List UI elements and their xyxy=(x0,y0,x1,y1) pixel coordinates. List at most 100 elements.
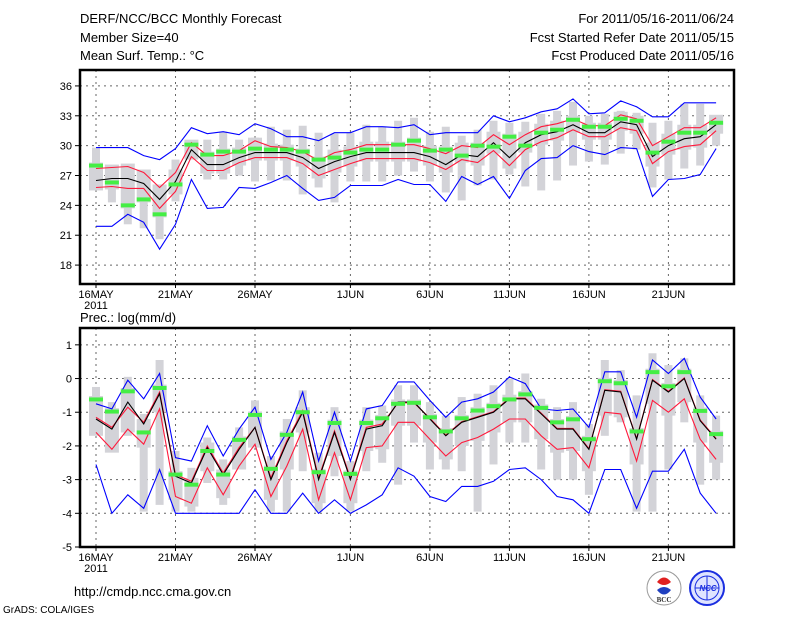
spread-box xyxy=(550,418,565,453)
observed-mark xyxy=(343,150,358,155)
observed-mark xyxy=(422,415,437,420)
x-tick-label: 26MAY xyxy=(237,289,273,301)
y-tick-label: 33 xyxy=(60,111,72,123)
observed-mark xyxy=(136,197,151,202)
ncc-logo-text: NCC xyxy=(699,584,717,593)
observed-mark xyxy=(438,147,453,152)
y-tick-label: -4 xyxy=(62,508,72,520)
observed-mark xyxy=(104,180,119,185)
spread-box xyxy=(89,396,103,436)
observed-mark xyxy=(534,405,549,410)
observed-mark xyxy=(279,147,294,152)
footer-url[interactable]: http://cmdp.ncc.cma.gov.cn xyxy=(74,584,231,599)
x-tick-label: 21JUN xyxy=(652,552,686,564)
observed-mark xyxy=(216,149,231,154)
observed-mark xyxy=(232,437,247,442)
spread-box xyxy=(438,146,453,173)
spread-box xyxy=(693,407,708,443)
spread-box xyxy=(89,162,103,191)
observed-mark xyxy=(216,472,231,477)
series-line-lower xyxy=(95,397,717,504)
observed-mark xyxy=(470,408,485,413)
observed-mark xyxy=(502,134,517,139)
spread-box xyxy=(613,379,628,418)
observed-mark xyxy=(693,130,708,135)
x-tick-label: 1JUN xyxy=(337,552,365,564)
observed-mark xyxy=(550,420,565,425)
spread-box xyxy=(661,382,676,416)
observed-mark xyxy=(359,421,374,426)
figure-title: DERF/NCC/BCC Monthly Forecast xyxy=(80,11,282,26)
spread-bar xyxy=(457,135,466,201)
produced-date: Fcst Produced Date 2011/05/16 xyxy=(551,48,734,63)
x-tick-label: 16JUN xyxy=(572,289,606,301)
panel-1-title: Mean Surf. Temp.: °C xyxy=(80,48,204,63)
observed-mark xyxy=(661,384,676,389)
observed-mark xyxy=(104,409,119,414)
spread-box xyxy=(120,163,135,209)
series-line-mean xyxy=(95,377,717,484)
observed-mark xyxy=(375,416,390,421)
observed-mark xyxy=(629,118,644,123)
spread-box xyxy=(152,184,167,218)
bcc-logo: BCC xyxy=(646,570,682,606)
series-line-lower xyxy=(95,127,717,210)
observed-mark xyxy=(375,147,390,152)
x-tick-label: 11JUN xyxy=(493,552,526,564)
observed-mark xyxy=(295,410,310,415)
observed-mark xyxy=(581,124,596,129)
observed-mark xyxy=(407,138,421,143)
observed-mark xyxy=(168,182,183,187)
series-line-min xyxy=(95,448,717,515)
observed-mark xyxy=(502,397,517,402)
spread-box xyxy=(534,404,549,440)
series-line-mean xyxy=(95,121,717,201)
observed-mark xyxy=(327,421,342,426)
series-line-max xyxy=(96,98,717,161)
x-tick-label: 6JUN xyxy=(416,289,444,301)
observed-mark xyxy=(200,152,215,157)
observed-mark xyxy=(407,400,421,405)
observed-mark xyxy=(550,127,565,132)
observed-mark xyxy=(184,482,199,487)
spread-box xyxy=(677,368,692,403)
x-tick-label: 1JUN xyxy=(337,289,365,301)
bcc-logo-text: BCC xyxy=(657,596,672,604)
spread-bar xyxy=(664,365,673,470)
y-tick-label: 36 xyxy=(60,81,72,93)
observed-mark xyxy=(486,404,501,409)
observed-mark xyxy=(534,130,549,135)
observed-mark xyxy=(597,124,612,129)
spread-bar xyxy=(569,101,577,166)
observed-mark xyxy=(152,385,167,390)
spread-box xyxy=(502,133,517,169)
observed-mark xyxy=(311,470,326,475)
plot-frame xyxy=(78,326,736,549)
spread-bar xyxy=(521,121,530,187)
observed-mark xyxy=(629,429,644,434)
spread-bar xyxy=(616,110,625,154)
y-tick-label: -2 xyxy=(62,441,72,453)
plot-frame xyxy=(78,68,736,286)
series-line-upper xyxy=(95,114,717,189)
y-tick-label: -5 xyxy=(62,542,72,554)
observed-mark xyxy=(295,149,310,154)
y-tick-label: 21 xyxy=(60,230,72,242)
forecast-period: For 2011/05/16-2011/06/24 xyxy=(578,11,734,26)
y-tick-label: 1 xyxy=(66,340,72,352)
observed-mark xyxy=(645,370,660,375)
start-date: Fcst Started Refer Date 2011/05/15 xyxy=(530,30,734,45)
spread-bar xyxy=(473,393,482,512)
series-line-max xyxy=(95,357,717,464)
spread-box xyxy=(263,465,278,500)
spread-box xyxy=(136,169,151,203)
observed-mark xyxy=(709,432,724,437)
spread-box xyxy=(407,137,421,162)
observed-mark xyxy=(263,466,278,471)
observed-mark xyxy=(89,397,103,402)
observed-mark xyxy=(327,155,342,160)
spread-box xyxy=(629,428,644,465)
observed-mark xyxy=(311,157,326,162)
